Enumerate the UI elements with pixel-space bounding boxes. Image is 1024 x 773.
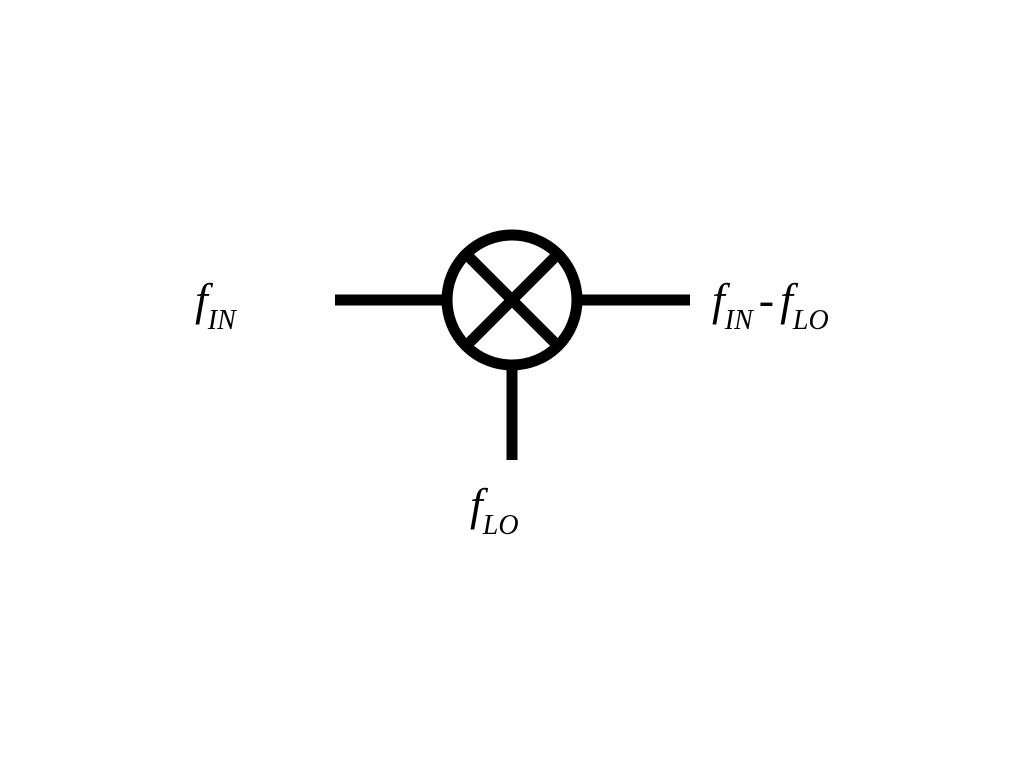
lo-label: fLO [470, 478, 519, 538]
output-label-b-sub: LO [793, 305, 829, 336]
input-label-sub: IN [208, 305, 236, 336]
mixer-symbol [0, 0, 1024, 768]
output-label-minus: - [759, 274, 774, 325]
input-label-main: f [195, 274, 208, 325]
output-label-a-main: f [712, 274, 725, 325]
output-label-a-sub: IN [725, 305, 753, 336]
output-label: fIN-fLO [712, 273, 829, 333]
lo-label-main: f [470, 479, 483, 530]
mixer-diagram: fIN fIN-fLO fLO [0, 0, 1024, 768]
output-label-b-main: f [780, 274, 793, 325]
lo-label-sub: LO [483, 510, 519, 541]
input-label: fIN [195, 273, 236, 333]
mixer-group [335, 235, 690, 460]
